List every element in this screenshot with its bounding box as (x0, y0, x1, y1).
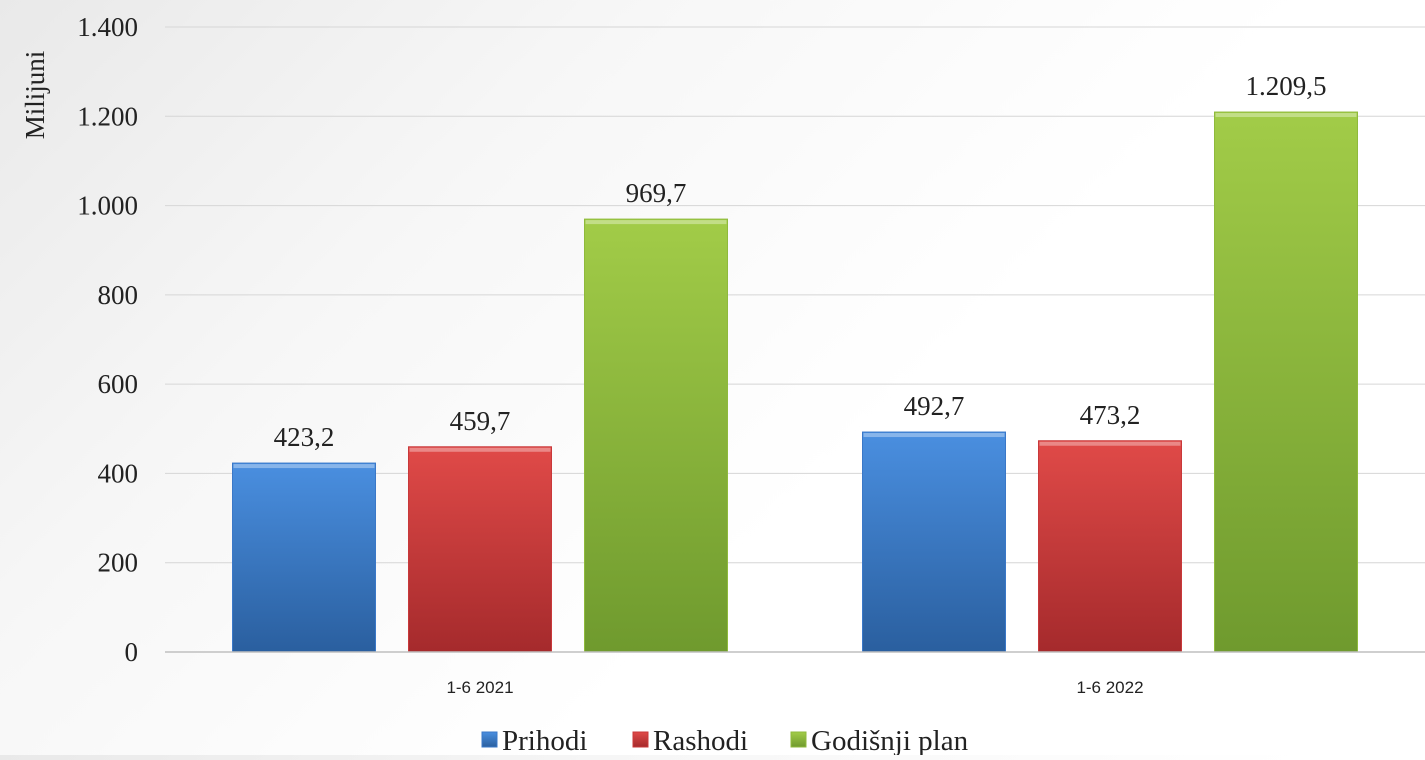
legend-item: Prihodi (481, 725, 587, 757)
bars (232, 111, 1358, 653)
bar-rashodi-2 (1038, 440, 1182, 653)
y-axis-title: Milijuni (20, 51, 50, 140)
data-label: 473,2 (1080, 400, 1141, 430)
legend-item: Godišnji plan (790, 725, 969, 757)
legend-label: Rashodi (653, 725, 748, 755)
data-labels: 423,2 459,7 969,7 492,7 473,2 1.209,5 (274, 71, 1327, 452)
bar-bevel (863, 433, 1005, 438)
bar-prihodi-2 (862, 431, 1006, 653)
bar-bevel (1215, 113, 1357, 118)
bar-prihodi-1 (232, 462, 376, 653)
y-tick-label: 1.400 (77, 12, 138, 42)
bar-godi-nji-plan-1 (584, 218, 728, 653)
data-label: 969,7 (626, 178, 687, 208)
x-category-label: 1-6 2022 (1076, 678, 1143, 697)
data-label: 459,7 (450, 406, 511, 436)
bar-bevel (585, 220, 727, 225)
y-tick-label: 200 (98, 548, 139, 578)
legend-swatch (481, 731, 498, 748)
bar-bevel (233, 464, 375, 469)
y-tick-label: 1.000 (77, 191, 138, 221)
legend-label: Godišnji plan (811, 725, 969, 755)
bar-godi-nji-plan-2 (1214, 111, 1358, 653)
y-tick-label: 0 (125, 637, 139, 667)
legend: Prihodi Rashodi Godišnji plan (481, 725, 969, 757)
legend-swatch (790, 731, 807, 748)
y-tick-label: 600 (98, 369, 139, 399)
data-label: 492,7 (904, 391, 965, 421)
y-tick-label: 400 (98, 458, 139, 488)
axes: Milijuni 0 200 400 600 800 1.000 1.200 1.400 1-6… (20, 12, 1425, 697)
legend-item: Rashodi (632, 725, 748, 757)
bar-bevel (409, 447, 551, 452)
bar-rashodi-1 (408, 446, 552, 653)
legend-swatch (632, 731, 649, 748)
x-category-label: 1-6 2021 (446, 678, 513, 697)
data-label: 423,2 (274, 422, 335, 452)
data-label: 1.209,5 (1246, 71, 1327, 101)
legend-label: Prihodi (502, 725, 587, 755)
y-tick-label: 800 (98, 280, 139, 310)
bar-bevel (1039, 441, 1181, 446)
y-tick-label: 1.200 (77, 101, 138, 131)
